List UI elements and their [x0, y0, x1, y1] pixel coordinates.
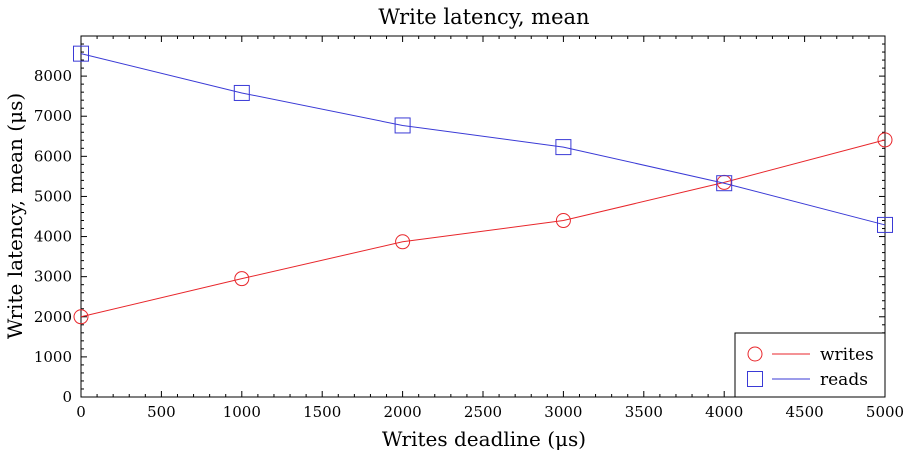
data-point-reads — [716, 175, 733, 192]
series-writes — [73, 132, 893, 325]
y-tick-label: 5000 — [34, 187, 72, 205]
data-point-reads — [73, 45, 89, 62]
x-tick-label: 3000 — [544, 403, 582, 421]
series-reads — [73, 45, 893, 233]
legend-marker-writes — [747, 346, 763, 362]
legend-entry-reads: reads — [747, 370, 868, 390]
x-tick-label: 4000 — [705, 403, 743, 421]
x-tick-label: 0 — [76, 403, 86, 421]
x-axis-label: Writes deadline (μs) — [382, 427, 586, 451]
legend-marker-reads — [747, 371, 763, 387]
legend: writes reads — [734, 332, 886, 398]
data-point-writes — [234, 271, 250, 287]
data-point-writes — [555, 213, 571, 229]
y-tick-label: 3000 — [34, 268, 72, 286]
x-tick-label: 4500 — [786, 403, 824, 421]
x-tick-label: 500 — [147, 403, 176, 421]
x-tick-label: 1500 — [303, 403, 341, 421]
legend-entry-writes: writes — [747, 345, 874, 365]
data-point-writes — [877, 132, 893, 148]
x-tick-label: 2000 — [384, 403, 422, 421]
x-tick-label: 2500 — [464, 403, 502, 421]
data-point-reads — [555, 139, 572, 156]
data-point-writes — [395, 234, 411, 250]
y-tick-label: 7000 — [34, 107, 72, 125]
legend-label-writes: writes — [820, 345, 874, 365]
y-tick-label: 8000 — [34, 67, 72, 85]
x-tick-label: 5000 — [866, 403, 904, 421]
y-tick-label: 1000 — [34, 348, 72, 366]
chart-title: Write latency, mean — [378, 5, 589, 29]
x-tick-label: 1000 — [223, 403, 261, 421]
data-point-writes — [73, 309, 89, 325]
series-line-writes — [80, 139, 886, 318]
y-tick-label: 4000 — [34, 228, 72, 246]
legend-label-reads: reads — [820, 370, 868, 390]
series-line-reads — [80, 53, 886, 226]
x-tick-label: 3500 — [625, 403, 663, 421]
y-axis-label: Write latency, mean (μs) — [3, 93, 27, 339]
data-point-reads — [233, 84, 250, 101]
axes: 0 500 1000 1500 2000 2500 3000 3500 4000 4500 5000… — [34, 35, 904, 421]
y-tick-label: 6000 — [34, 147, 72, 165]
y-tick-label: 0 — [62, 388, 72, 406]
series-layer — [73, 45, 893, 325]
data-point-reads — [394, 117, 411, 134]
y-tick-label: 2000 — [34, 308, 72, 326]
data-point-reads — [877, 216, 893, 233]
